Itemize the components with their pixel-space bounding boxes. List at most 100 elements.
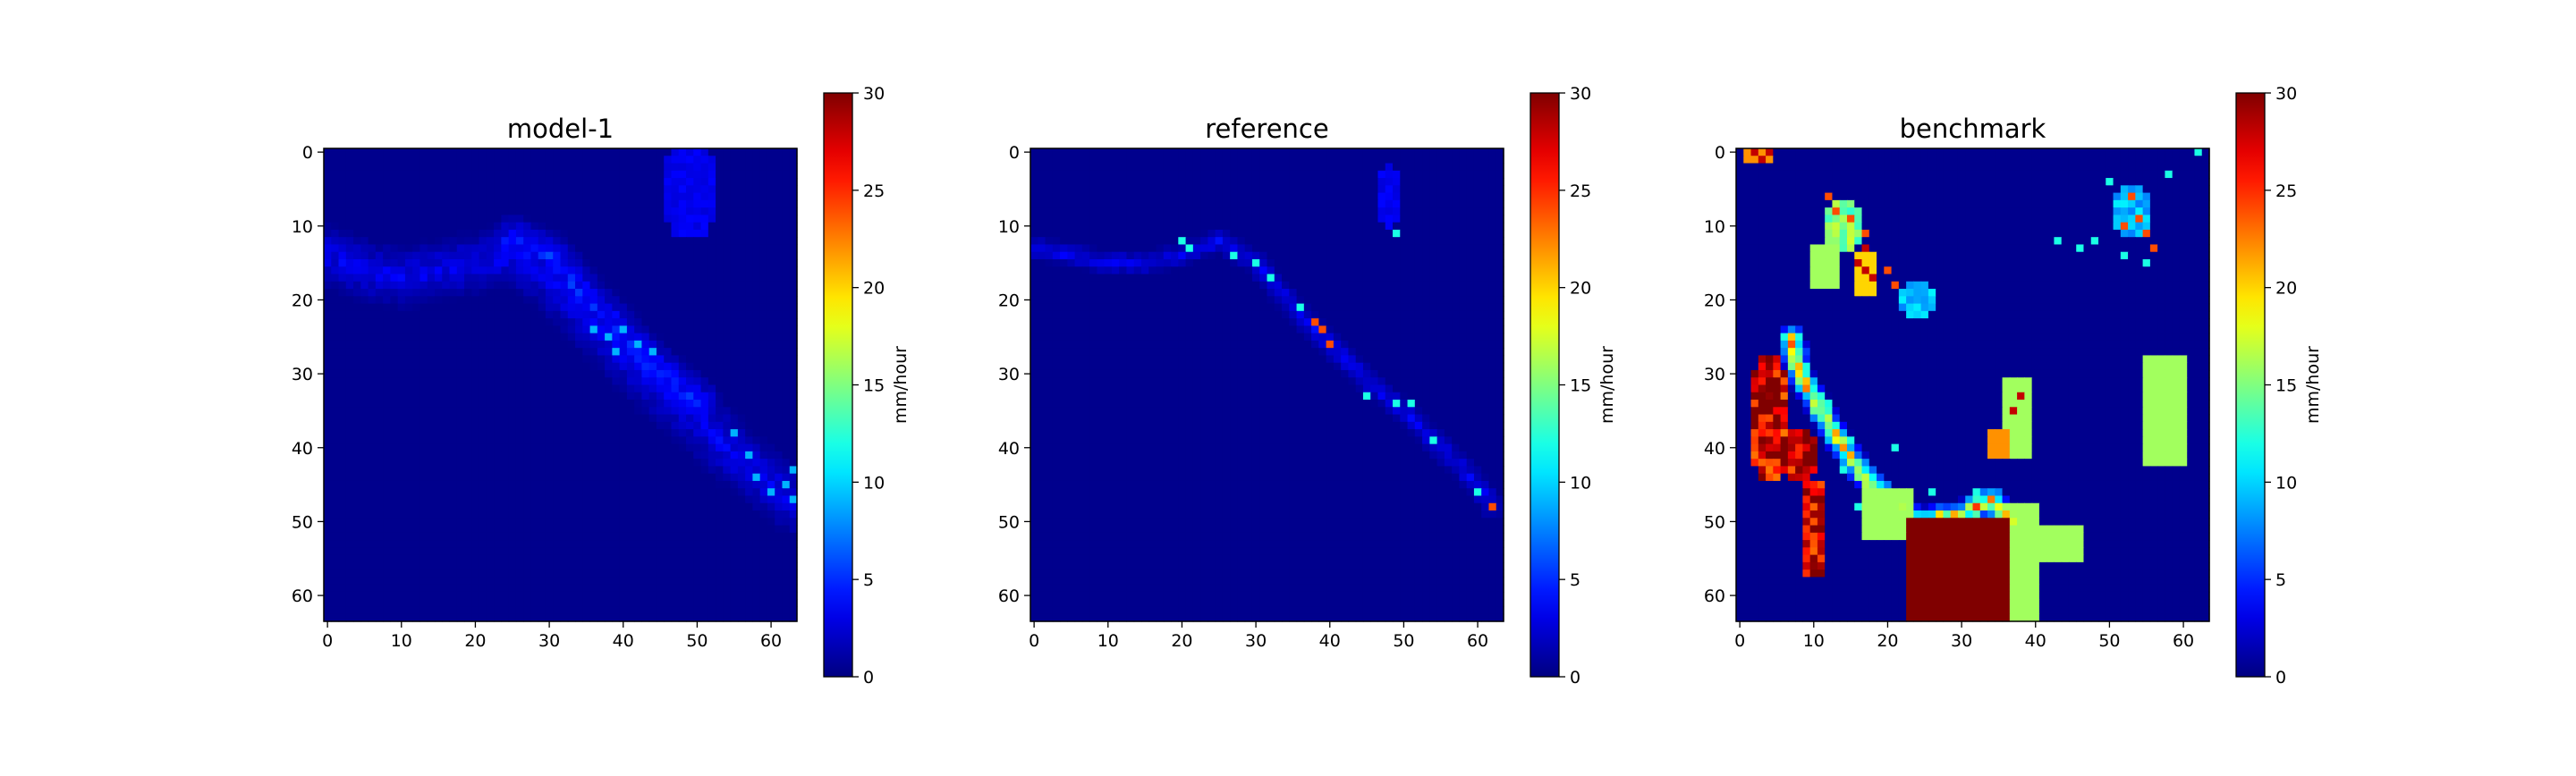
heatmap-cell bbox=[479, 237, 487, 245]
heatmap-cell bbox=[1245, 171, 1253, 179]
heatmap-cell bbox=[324, 585, 332, 593]
heatmap-cell bbox=[324, 304, 332, 312]
heatmap-cell bbox=[1282, 156, 1290, 164]
heatmap-cell bbox=[419, 392, 428, 401]
heatmap-cell bbox=[1275, 185, 1283, 193]
heatmap-cell bbox=[501, 318, 509, 326]
heatmap-cell bbox=[494, 606, 502, 614]
heatmap-cell bbox=[1178, 193, 1186, 201]
heatmap-cell bbox=[605, 355, 613, 363]
heatmap-cell bbox=[590, 385, 598, 393]
heatmap-cell bbox=[331, 355, 339, 363]
heatmap-cell bbox=[686, 215, 694, 223]
heatmap-cell bbox=[442, 466, 450, 474]
heatmap-cell bbox=[738, 333, 746, 342]
heatmap-cell bbox=[716, 429, 724, 437]
heatmap-cell bbox=[1363, 156, 1371, 164]
heatmap-cell bbox=[620, 392, 628, 401]
heatmap-cell bbox=[450, 466, 458, 474]
heatmap-cell bbox=[324, 266, 332, 274]
heatmap-cell bbox=[398, 429, 406, 437]
heatmap-cell bbox=[1105, 230, 1113, 238]
heatmap-cell bbox=[693, 459, 701, 467]
heatmap-cell bbox=[383, 230, 391, 238]
heatmap-cell bbox=[1452, 237, 1460, 245]
heatmap-cell bbox=[701, 164, 709, 172]
heatmap-cell bbox=[1415, 178, 1423, 186]
heatmap-cell bbox=[782, 237, 790, 245]
heatmap-cell bbox=[487, 466, 495, 474]
heatmap-cell bbox=[390, 451, 398, 460]
heatmap-cell bbox=[723, 207, 731, 215]
heatmap-cell bbox=[568, 555, 576, 563]
heatmap-cell bbox=[546, 252, 554, 260]
heatmap-cell bbox=[767, 547, 775, 555]
heatmap-cell bbox=[612, 370, 620, 378]
heatmap-cell bbox=[390, 592, 398, 600]
heatmap-cell bbox=[546, 333, 554, 342]
x-tick-label: 60 bbox=[760, 631, 782, 651]
heatmap-cell bbox=[561, 193, 569, 201]
heatmap-cell bbox=[716, 518, 724, 526]
heatmap-cell bbox=[716, 355, 724, 363]
heatmap-cell bbox=[1393, 223, 1401, 231]
heatmap-cell bbox=[686, 407, 694, 415]
heatmap-cell bbox=[398, 207, 406, 215]
heatmap-cell bbox=[723, 304, 731, 312]
heatmap-cell bbox=[353, 274, 361, 283]
heatmap-cell bbox=[546, 304, 554, 312]
heatmap-cell bbox=[1164, 164, 1172, 172]
heatmap-cell bbox=[1223, 207, 1231, 215]
heatmap-cell bbox=[339, 266, 347, 274]
heatmap-cell bbox=[575, 185, 583, 193]
heatmap-cell bbox=[471, 355, 479, 363]
heatmap-cell bbox=[738, 185, 746, 193]
heatmap-cell bbox=[360, 266, 369, 274]
heatmap-cell bbox=[575, 156, 583, 164]
heatmap-cell bbox=[716, 348, 724, 356]
heatmap-cell bbox=[553, 459, 561, 467]
heatmap-cell bbox=[346, 311, 354, 319]
heatmap-cell bbox=[1216, 200, 1224, 208]
heatmap-cell bbox=[731, 223, 739, 231]
heatmap-cell bbox=[582, 185, 590, 193]
heatmap-cell bbox=[369, 415, 377, 423]
heatmap-cell bbox=[575, 422, 583, 430]
heatmap-cell bbox=[516, 400, 524, 408]
heatmap-cell bbox=[1318, 193, 1326, 201]
heatmap-cell bbox=[464, 363, 472, 371]
heatmap-cell bbox=[1171, 171, 1179, 179]
heatmap-cell bbox=[775, 518, 783, 526]
heatmap-cell bbox=[405, 606, 413, 614]
heatmap-cell bbox=[471, 569, 479, 578]
heatmap-cell bbox=[575, 577, 583, 585]
heatmap-cell bbox=[1208, 148, 1216, 156]
heatmap-cell bbox=[1200, 178, 1208, 186]
heatmap-cell bbox=[509, 592, 517, 600]
heatmap-cell bbox=[708, 164, 716, 172]
heatmap-cell bbox=[723, 296, 731, 304]
heatmap-cell bbox=[664, 459, 672, 467]
heatmap-cell bbox=[752, 193, 760, 201]
heatmap-cell bbox=[760, 429, 768, 437]
heatmap-cell bbox=[383, 555, 391, 563]
heatmap-cell bbox=[649, 540, 657, 548]
heatmap-cell bbox=[575, 237, 583, 245]
heatmap-cell bbox=[450, 207, 458, 215]
heatmap-cell bbox=[767, 459, 775, 467]
heatmap-cell bbox=[324, 547, 332, 555]
heatmap-cell bbox=[479, 223, 487, 231]
heatmap-cell bbox=[464, 200, 472, 208]
heatmap-cell bbox=[494, 533, 502, 541]
heatmap-cell bbox=[582, 599, 590, 607]
heatmap-cell bbox=[1193, 148, 1201, 156]
heatmap-cell bbox=[509, 266, 517, 274]
heatmap-cell bbox=[575, 252, 583, 260]
heatmap-cell bbox=[331, 318, 339, 326]
heatmap-cell bbox=[782, 400, 790, 408]
heatmap-cell bbox=[546, 540, 554, 548]
heatmap-cell bbox=[405, 200, 413, 208]
heatmap-cell bbox=[428, 252, 436, 260]
heatmap-cell bbox=[782, 555, 790, 563]
heatmap-cell bbox=[679, 244, 687, 252]
